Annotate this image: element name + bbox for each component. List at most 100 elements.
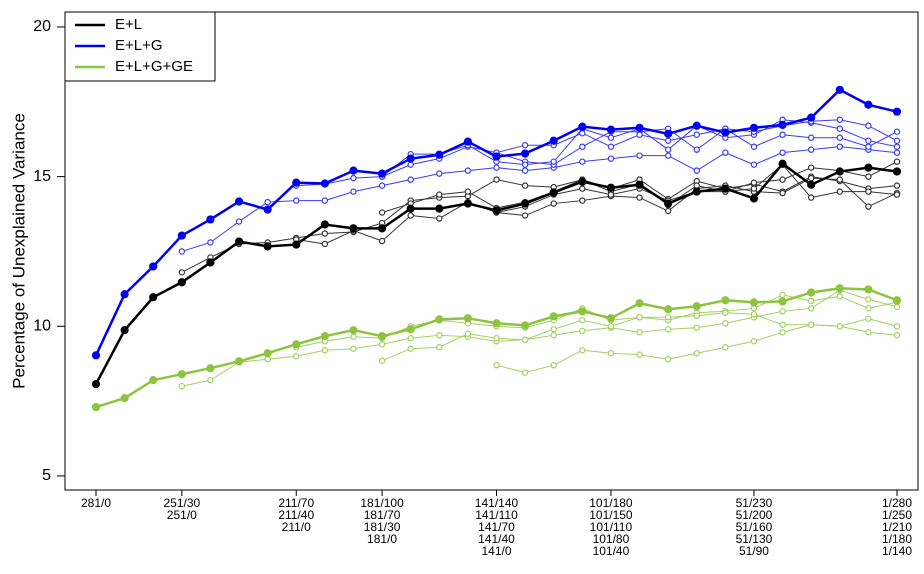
data-point (293, 197, 300, 204)
data-point (550, 361, 557, 369)
data-point (750, 179, 758, 186)
data-point (492, 152, 501, 161)
series-line (95, 287, 898, 409)
data-point (436, 344, 443, 351)
data-point (463, 199, 472, 208)
data-point (636, 329, 643, 336)
data-point (865, 203, 872, 210)
data-point (264, 356, 271, 363)
data-point (177, 370, 186, 379)
data-point (836, 323, 843, 330)
data-point (464, 167, 472, 174)
data-point (292, 340, 301, 349)
data-point (664, 326, 672, 333)
data-point (749, 194, 759, 203)
x-tick-label: 51/200 (736, 508, 773, 522)
x-tick-label: 1/180 (882, 532, 912, 546)
data-point (635, 299, 644, 308)
data-point (893, 191, 901, 198)
x-tick-label: 51/160 (736, 520, 773, 534)
series-line (296, 128, 898, 187)
data-point (464, 330, 472, 337)
data-point (750, 143, 758, 150)
data-point (234, 237, 244, 246)
data-point (492, 319, 501, 328)
data-point (664, 314, 672, 321)
data-point (635, 123, 644, 132)
x-tick-label: 181/0 (367, 532, 397, 546)
data-point (835, 284, 844, 293)
data-point (579, 347, 586, 354)
data-point (779, 149, 786, 156)
data-point (493, 361, 500, 369)
data-point (579, 317, 586, 324)
data-point (406, 204, 415, 213)
data-point (836, 143, 843, 150)
data-point (463, 137, 472, 146)
data-point (549, 136, 558, 145)
data-point (865, 173, 872, 180)
x-tick-label: 281/0 (81, 496, 111, 510)
data-point (463, 314, 472, 323)
data-point (235, 218, 243, 225)
data-point (320, 332, 329, 341)
data-point (835, 85, 844, 94)
data-point (91, 379, 101, 389)
data-point (779, 308, 786, 315)
data-point (722, 344, 729, 351)
data-point (693, 167, 700, 174)
data-point (892, 296, 902, 305)
data-point (865, 122, 872, 129)
data-point (836, 134, 843, 141)
data-point (206, 364, 215, 373)
data-point (350, 188, 357, 195)
data-point (549, 312, 558, 321)
data-point (607, 143, 615, 150)
data-point (492, 206, 501, 215)
data-point (349, 166, 358, 175)
data-point (178, 382, 186, 390)
x-tick-label: 211/70 (278, 496, 314, 510)
x-tick-label: 251/0 (167, 508, 197, 522)
data-point (807, 134, 815, 141)
data-point (607, 350, 615, 357)
data-point (636, 314, 643, 321)
data-point (892, 107, 902, 116)
data-point (377, 224, 387, 233)
data-point (263, 349, 272, 358)
data-point (579, 327, 586, 334)
data-point (865, 315, 872, 322)
data-point (91, 351, 101, 360)
x-tick-label: 141/110 (475, 508, 518, 522)
data-point (207, 376, 214, 384)
data-point (722, 309, 729, 317)
data-point (865, 143, 872, 150)
x-tick-label: 101/150 (589, 508, 633, 522)
data-point (807, 288, 816, 297)
data-point (721, 184, 730, 193)
data-point (635, 180, 644, 189)
data-point (807, 146, 815, 153)
data-point (436, 215, 443, 222)
data-point (893, 182, 901, 189)
x-tick-label: 1/280 (882, 496, 912, 510)
data-point (692, 121, 701, 130)
data-point (436, 332, 443, 339)
data-point (865, 137, 872, 144)
data-point (664, 152, 672, 159)
data-point (693, 146, 700, 153)
data-point (178, 269, 186, 276)
data-point (406, 325, 415, 334)
data-point (893, 137, 901, 144)
data-point (778, 120, 787, 129)
y-tick-label: 15 (33, 168, 51, 185)
data-point (321, 230, 329, 237)
x-tick-label: 181/30 (364, 520, 401, 534)
data-point (693, 131, 700, 138)
data-point (378, 341, 386, 348)
data-point (778, 297, 787, 306)
series-line (181, 176, 898, 273)
data-point (206, 215, 215, 224)
data-point (578, 307, 587, 316)
